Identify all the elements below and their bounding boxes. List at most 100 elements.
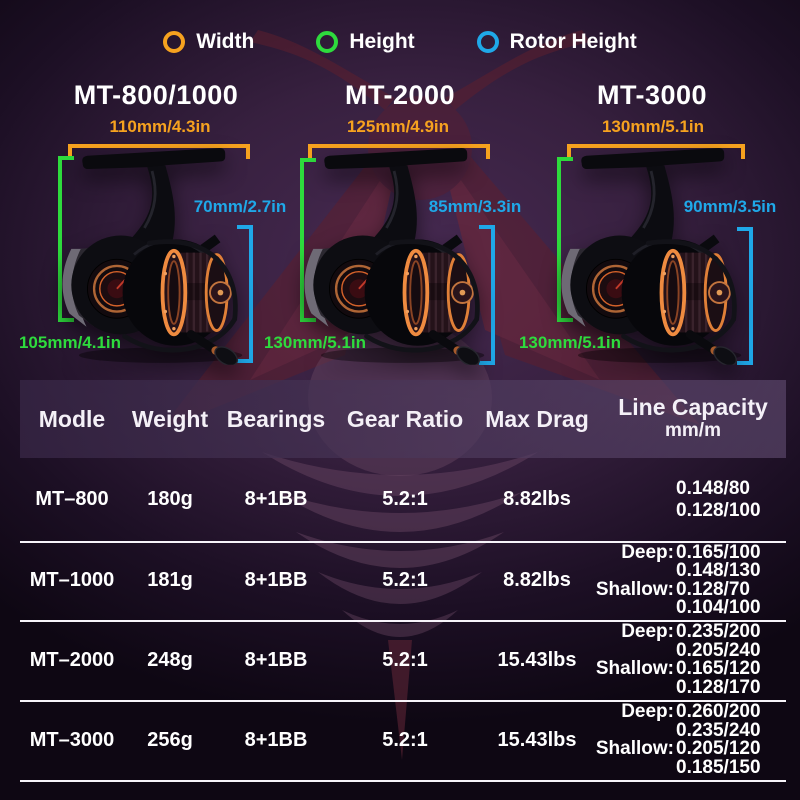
capacity-line: 0.235/240 [676, 719, 780, 741]
capacity-line: Deep: 0.165/100 [621, 541, 780, 563]
capacity-line: Shallow: 0.128/70 [596, 578, 780, 600]
height-bracket-mt3000 [557, 157, 573, 322]
capacity-depth-label: Deep: [621, 541, 674, 563]
capacity-value: 0.128/70 [676, 578, 750, 600]
cell-line-capacity: 0.148/80 0.128/100 [600, 478, 786, 522]
header-model: Modle [38, 405, 106, 432]
capacity-value: 0.235/200 [676, 621, 761, 642]
capacity-value: 0.235/240 [676, 719, 761, 741]
header-line-capacity-unit: mm/m [665, 420, 721, 441]
cell-gear-ratio: 5.2:1 [382, 648, 428, 671]
header-bearings: Bearings [226, 405, 326, 432]
cell-line-capacity: Deep: 0.165/100 0.148/130 Shallow: 0.128/7… [596, 541, 786, 618]
row-divider [20, 541, 786, 543]
capacity-value: 0.205/120 [676, 738, 761, 759]
rotor-height-ring-icon [476, 31, 499, 53]
rotor-dimension-mt800: 70mm/2.7in [193, 197, 287, 216]
height-bracket-mt2000 [300, 158, 316, 322]
row-divider [20, 620, 786, 622]
header-gear-ratio: Gear Ratio [346, 405, 464, 432]
capacity-value: 0.165/100 [676, 541, 761, 563]
legend-width-label: Width [196, 30, 255, 53]
width-dimension-mt2000: 125mm/4.9in [346, 117, 450, 136]
cell-line-capacity: Deep: 0.235/200 0.205/240 Shallow: 0.165/1… [596, 621, 786, 698]
capacity-depth-label: Deep: [621, 621, 674, 642]
capacity-line: 0.205/240 [676, 639, 780, 661]
table-row-mt1000: MT–1000 181g 8+1BB 5.2:1 8.82lbs Deep: 0.… [20, 543, 786, 618]
cell-weight: 180g [147, 488, 193, 510]
cell-max-drag: 15.43lbs [497, 728, 577, 751]
table-row-mt3000: MT–3000 256g 8+1BB 5.2:1 15.43lbs Deep: 0… [20, 702, 786, 778]
rotor-bracket-mt2000 [479, 225, 495, 365]
model-title-mt2000: MT-2000 [344, 80, 456, 110]
capacity-value: 0.128/100 [676, 499, 761, 521]
row-divider [20, 780, 786, 782]
header-line-capacity-label: Line Capacity [618, 394, 768, 420]
cell-gear-ratio: 5.2:1 [382, 569, 428, 591]
header-max-drag: Max Drag [485, 405, 589, 432]
legend-rotor-height-label: Rotor Height [509, 30, 637, 53]
rotor-dimension-mt3000: 90mm/3.5in [683, 197, 777, 216]
height-bracket-mt800 [58, 156, 74, 322]
cell-model: MT–2000 [29, 648, 115, 671]
cell-gear-ratio: 5.2:1 [382, 728, 428, 751]
cell-bearings: 8+1BB [244, 569, 308, 591]
capacity-line: 0.128/100 [676, 500, 780, 522]
cell-model: MT–800 [35, 488, 109, 510]
capacity-value: 0.185/150 [676, 756, 761, 778]
legend-item-width: Width [163, 30, 254, 54]
cell-gear-ratio: 5.2:1 [382, 488, 428, 510]
cell-max-drag: 8.82lbs [503, 569, 571, 591]
capacity-line: Shallow: 0.205/120 [595, 738, 780, 759]
width-dimension-mt3000: 130mm/5.1in [601, 117, 705, 136]
legend-item-height: Height [316, 30, 415, 54]
width-bracket-mt2000 [308, 144, 490, 159]
cell-max-drag: 8.82lbs [503, 488, 571, 510]
rotor-dimension-mt2000: 85mm/3.3in [428, 197, 522, 216]
cell-max-drag: 15.43lbs [497, 648, 577, 671]
dimension-legend: Width Height Rotor Height [0, 30, 800, 54]
capacity-depth-label: Shallow: [595, 738, 674, 759]
capacity-line: 0.148/80 [676, 478, 780, 500]
capacity-depth-label: Deep: [621, 701, 674, 722]
capacity-line: 0.185/150 [676, 756, 780, 778]
cell-model: MT–3000 [29, 728, 115, 751]
legend-height-label: Height [349, 30, 415, 53]
header-weight: Weight [131, 405, 209, 432]
capacity-value: 0.104/100 [676, 597, 761, 618]
rotor-bracket-mt3000 [737, 227, 753, 365]
capacity-line: Deep: 0.235/200 [621, 621, 780, 642]
header-line-capacity: Line Capacity mm/m [618, 395, 768, 443]
width-dimension-mt800: 110mm/4.3in [109, 117, 211, 136]
height-dimension-mt800: 105mm/4.1in [18, 333, 122, 352]
capacity-value: 0.165/120 [676, 658, 761, 679]
rotor-bracket-mt800 [237, 225, 253, 363]
table-row-mt2000: MT–2000 248g 8+1BB 5.2:1 15.43lbs Deep: 0… [20, 622, 786, 698]
cell-bearings: 8+1BB [244, 488, 308, 510]
capacity-line: Deep: 0.260/200 [621, 701, 780, 722]
capacity-depth-label: Shallow: [595, 658, 674, 679]
capacity-line: 0.128/170 [676, 676, 780, 698]
height-dimension-mt3000: 130mm/5.1in [518, 333, 622, 352]
capacity-line: 0.148/130 [676, 560, 780, 581]
cell-model: MT–1000 [29, 569, 115, 591]
cell-line-capacity: Deep: 0.260/200 0.235/240 Shallow: 0.205/1… [596, 701, 786, 778]
capacity-line: Shallow: 0.165/120 [595, 658, 780, 679]
capacity-line: 0.104/100 [676, 597, 780, 618]
cell-bearings: 8+1BB [244, 648, 308, 671]
cell-weight: 248g [147, 648, 193, 671]
spec-table-header: Modle Weight Bearings Gear Ratio Max Dra… [20, 380, 786, 458]
legend-item-rotor-height: Rotor Height [476, 30, 637, 54]
capacity-value: 0.148/130 [676, 560, 761, 581]
capacity-value: 0.148/80 [676, 477, 750, 499]
capacity-value: 0.128/170 [676, 676, 761, 698]
width-bracket-mt800 [68, 144, 250, 159]
model-title-mt3000: MT-3000 [596, 80, 708, 110]
row-divider [20, 700, 786, 702]
width-bracket-mt3000 [567, 144, 745, 159]
capacity-value: 0.260/200 [676, 701, 761, 722]
capacity-value: 0.205/240 [676, 639, 761, 661]
cell-weight: 256g [147, 728, 193, 751]
height-dimension-mt2000: 130mm/5.1in [263, 333, 367, 352]
